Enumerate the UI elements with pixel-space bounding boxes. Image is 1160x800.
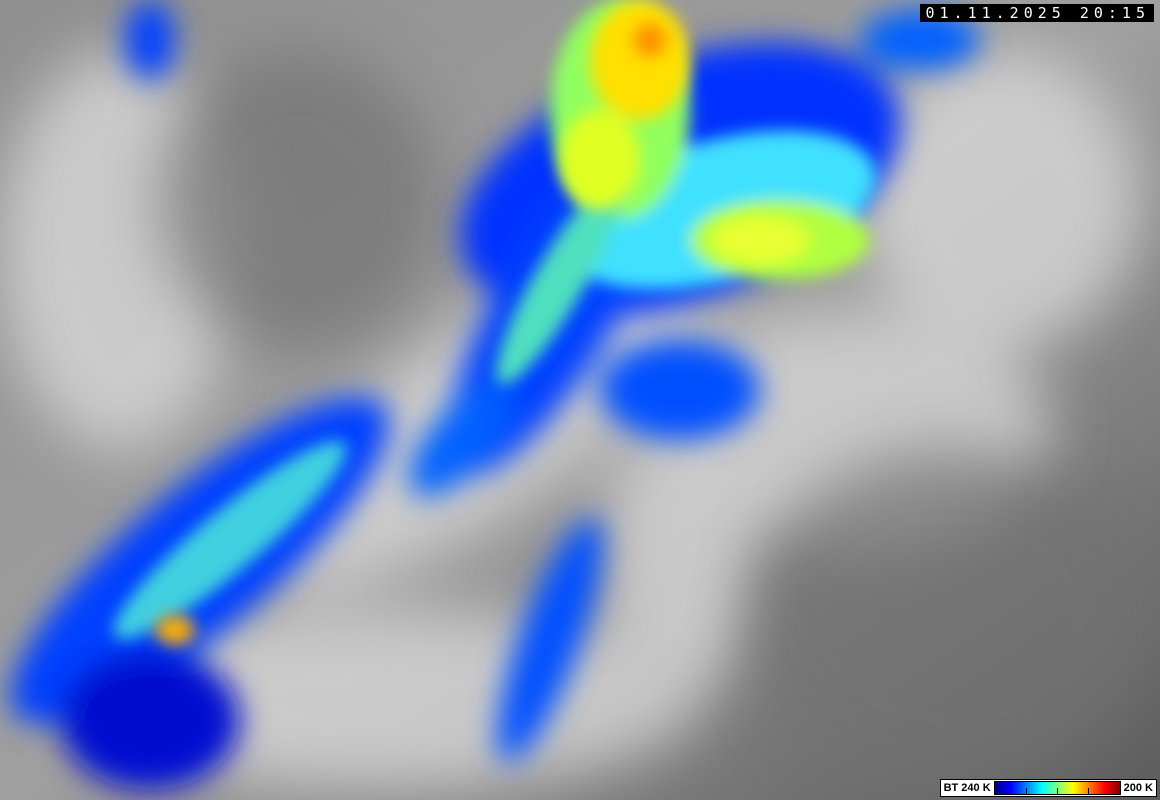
legend-min-label: BT 240 K: [943, 782, 991, 794]
legend-max-label: 200 K: [1123, 782, 1153, 794]
color-scale-legend: BT 240 K 200 K: [939, 779, 1157, 797]
color-scale-bar: [993, 781, 1121, 795]
scale-tick: [1025, 788, 1027, 794]
scale-tick: [1057, 788, 1059, 794]
timestamp: 01.11.2025 20:15: [919, 4, 1154, 22]
scale-tick: [1088, 788, 1090, 794]
